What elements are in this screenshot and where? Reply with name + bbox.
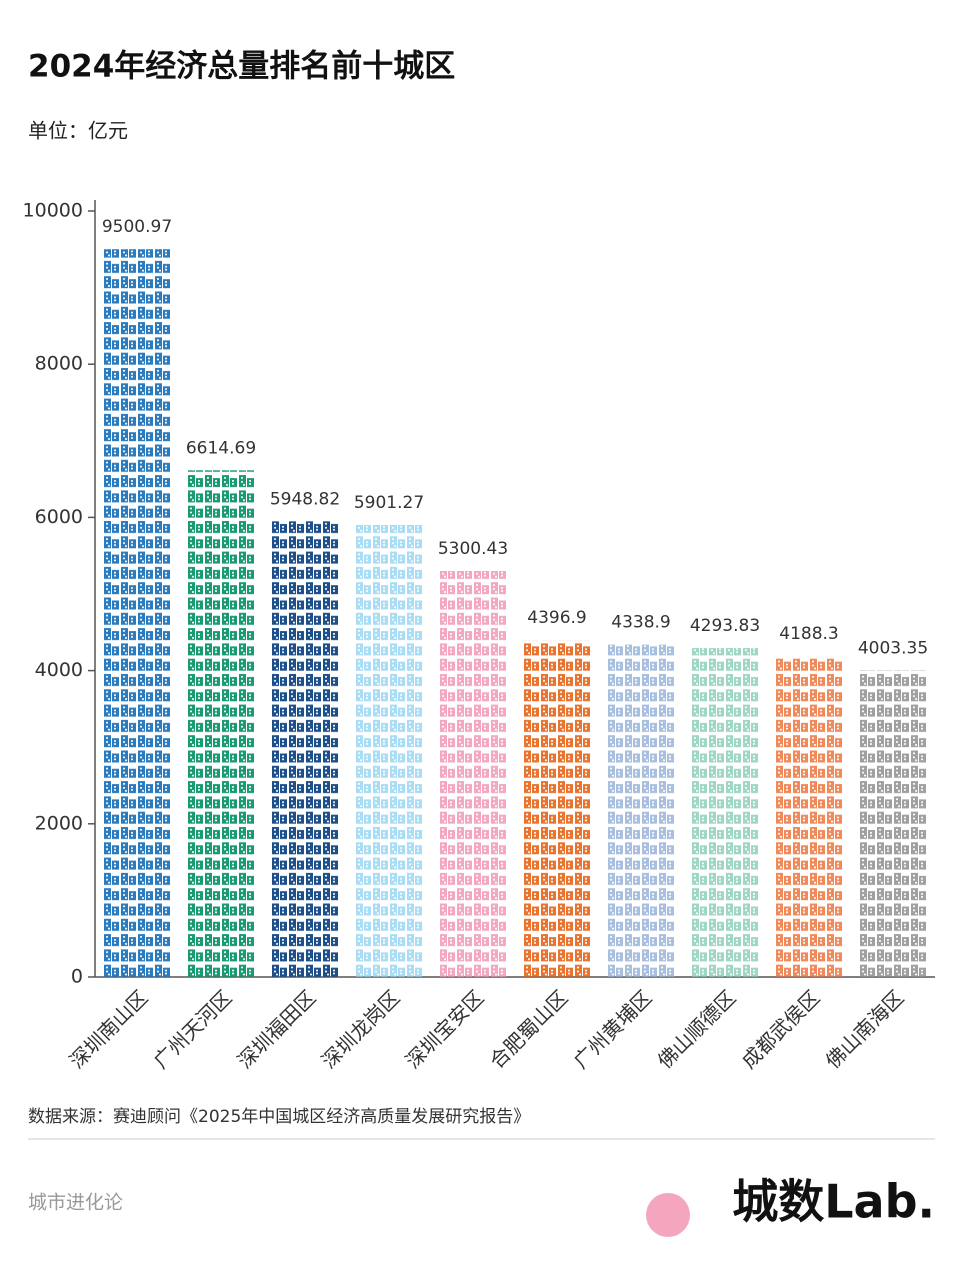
bar [355, 524, 423, 977]
x-tick-label: 佛山顺德区 [653, 985, 741, 1073]
source-note: 数据来源：赛迪顾问《2025年中国城区经济高质量发展研究报告》 [28, 1106, 530, 1127]
logo: 城数Lab. [732, 1175, 935, 1229]
value-label: 4338.9 [611, 613, 670, 633]
logo-dot [646, 1193, 690, 1237]
bar [271, 521, 339, 977]
x-tick-label: 佛山南海区 [821, 985, 909, 1073]
x-tick-label: 成都武侯区 [737, 985, 825, 1073]
value-label: 9500.97 [102, 217, 172, 237]
x-tick-label: 合肥蜀山区 [485, 985, 573, 1073]
value-label: 4396.9 [527, 608, 586, 628]
x-tick-label: 广州黄埔区 [569, 985, 657, 1073]
bar [607, 644, 675, 977]
y-tick-label: 4000 [35, 659, 83, 681]
bar [691, 648, 759, 977]
unit-label: 单位：亿元 [28, 119, 128, 143]
value-label: 5300.43 [438, 539, 508, 559]
x-tick-label: 深圳南山区 [65, 985, 153, 1073]
y-tick-label: 10000 [23, 200, 83, 222]
x-tick-label: 深圳宝安区 [401, 985, 489, 1073]
bar [439, 570, 507, 977]
bar [859, 670, 927, 977]
value-label: 5948.82 [270, 489, 340, 509]
y-tick-label: 6000 [35, 506, 83, 528]
value-label: 5901.27 [354, 493, 424, 513]
y-tick-label: 2000 [35, 812, 83, 834]
x-tick-label: 深圳福田区 [233, 985, 321, 1073]
bar [523, 640, 591, 977]
bar [187, 470, 255, 977]
value-label: 6614.69 [186, 438, 256, 458]
x-tick-label: 广州天河区 [149, 985, 237, 1073]
x-tick-label: 深圳龙岗区 [317, 985, 405, 1073]
chart-title: 2024年经济总量排名前十城区 [28, 49, 455, 85]
value-label: 4293.83 [690, 616, 760, 636]
value-label: 4003.35 [858, 638, 928, 658]
y-tick-label: 8000 [35, 353, 83, 375]
bar [775, 656, 843, 977]
y-tick-label: 0 [71, 966, 83, 988]
brand: 城市进化论 [28, 1192, 123, 1214]
bar [103, 249, 171, 977]
value-label: 4188.3 [779, 624, 838, 644]
